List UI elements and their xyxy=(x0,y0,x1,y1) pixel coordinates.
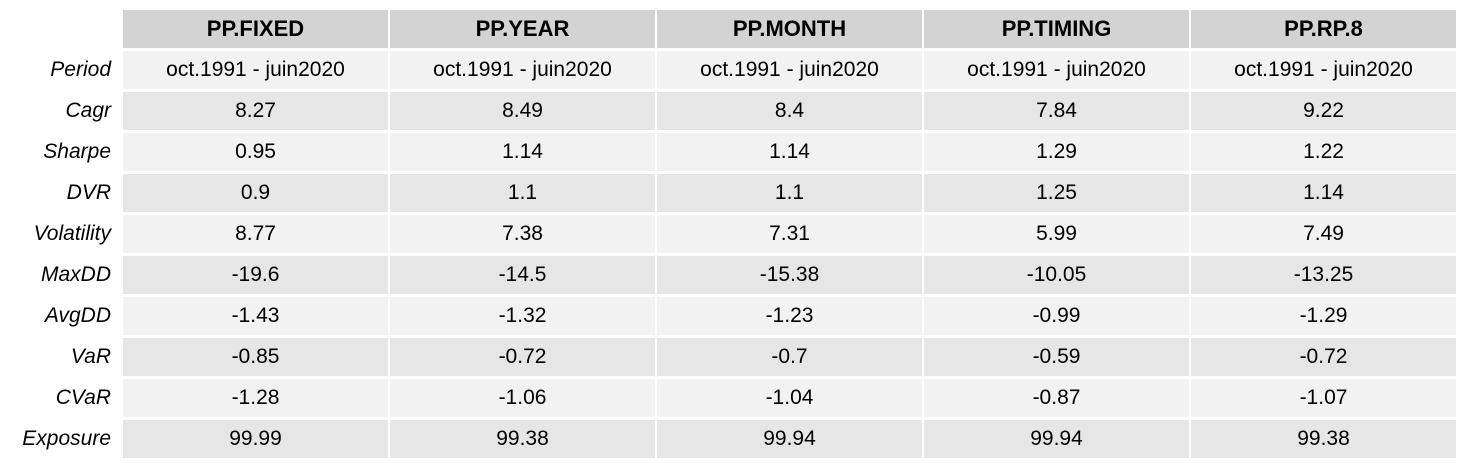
row-dvr: DVR 0.9 1.1 1.1 1.25 1.14 xyxy=(2,173,1456,214)
table-cell: 0.95 xyxy=(123,132,388,173)
table-cell: 99.94 xyxy=(657,419,922,460)
table-cell: 7.49 xyxy=(1191,214,1456,255)
row-label: DVR xyxy=(2,173,121,214)
table-cell: -0.72 xyxy=(1191,337,1456,378)
table-cell: 99.38 xyxy=(390,419,655,460)
row-cagr: Cagr 8.27 8.49 8.4 7.84 9.22 xyxy=(2,91,1456,132)
row-var: VaR -0.85 -0.72 -0.7 -0.59 -0.72 xyxy=(2,337,1456,378)
table-cell: oct.1991 - juin2020 xyxy=(924,50,1189,91)
table-cell: 1.14 xyxy=(390,132,655,173)
column-header-pp-rp-8: PP.RP.8 xyxy=(1191,10,1456,50)
row-label: Cagr xyxy=(2,91,121,132)
table-cell: oct.1991 - juin2020 xyxy=(1191,50,1456,91)
table-cell: 7.38 xyxy=(390,214,655,255)
table-cell: -0.7 xyxy=(657,337,922,378)
table-cell: 1.1 xyxy=(390,173,655,214)
performance-table: PP.FIXED PP.YEAR PP.MONTH PP.TIMING PP.R… xyxy=(0,10,1458,460)
table-cell: 8.27 xyxy=(123,91,388,132)
table-cell: -0.87 xyxy=(924,378,1189,419)
table-cell: 99.94 xyxy=(924,419,1189,460)
header-row: PP.FIXED PP.YEAR PP.MONTH PP.TIMING PP.R… xyxy=(2,10,1456,50)
table-cell: 1.25 xyxy=(924,173,1189,214)
table-cell: 0.9 xyxy=(123,173,388,214)
table-cell: oct.1991 - juin2020 xyxy=(123,50,388,91)
row-maxdd: MaxDD -19.6 -14.5 -15.38 -10.05 -13.25 xyxy=(2,255,1456,296)
column-header-pp-month: PP.MONTH xyxy=(657,10,922,50)
table-cell: -14.5 xyxy=(390,255,655,296)
table-cell: -0.72 xyxy=(390,337,655,378)
table-cell: oct.1991 - juin2020 xyxy=(390,50,655,91)
table-cell: -0.85 xyxy=(123,337,388,378)
row-label: Period xyxy=(2,50,121,91)
row-label: VaR xyxy=(2,337,121,378)
table-cell: -1.07 xyxy=(1191,378,1456,419)
table-cell: 8.49 xyxy=(390,91,655,132)
row-label: AvgDD xyxy=(2,296,121,337)
table-cell: -1.06 xyxy=(390,378,655,419)
table-cell: -1.04 xyxy=(657,378,922,419)
table-cell: 8.77 xyxy=(123,214,388,255)
table-cell: 99.99 xyxy=(123,419,388,460)
table-cell: -1.23 xyxy=(657,296,922,337)
table-cell: 7.84 xyxy=(924,91,1189,132)
table-cell: -1.28 xyxy=(123,378,388,419)
table-cell: -1.29 xyxy=(1191,296,1456,337)
row-label: Sharpe xyxy=(2,132,121,173)
table-cell: 1.14 xyxy=(657,132,922,173)
table-cell: 8.4 xyxy=(657,91,922,132)
table-cell: -19.6 xyxy=(123,255,388,296)
table-cell: -13.25 xyxy=(1191,255,1456,296)
row-exposure: Exposure 99.99 99.38 99.94 99.94 99.38 xyxy=(2,419,1456,460)
table-cell: 9.22 xyxy=(1191,91,1456,132)
column-header-pp-year: PP.YEAR xyxy=(390,10,655,50)
table-cell: 1.1 xyxy=(657,173,922,214)
row-cvar: CVaR -1.28 -1.06 -1.04 -0.87 -1.07 xyxy=(2,378,1456,419)
header-corner xyxy=(2,10,121,50)
table-cell: -1.43 xyxy=(123,296,388,337)
table-cell: oct.1991 - juin2020 xyxy=(657,50,922,91)
table-cell: -0.99 xyxy=(924,296,1189,337)
table-cell: -10.05 xyxy=(924,255,1189,296)
table-cell: 1.29 xyxy=(924,132,1189,173)
row-avgdd: AvgDD -1.43 -1.32 -1.23 -0.99 -1.29 xyxy=(2,296,1456,337)
row-label: Exposure xyxy=(2,419,121,460)
table-cell: -1.32 xyxy=(390,296,655,337)
table-cell: 1.14 xyxy=(1191,173,1456,214)
column-header-pp-fixed: PP.FIXED xyxy=(123,10,388,50)
row-sharpe: Sharpe 0.95 1.14 1.14 1.29 1.22 xyxy=(2,132,1456,173)
table-cell: 1.22 xyxy=(1191,132,1456,173)
row-label: CVaR xyxy=(2,378,121,419)
table-cell: 7.31 xyxy=(657,214,922,255)
row-label: Volatility xyxy=(2,214,121,255)
table-cell: 5.99 xyxy=(924,214,1189,255)
table-cell: 99.38 xyxy=(1191,419,1456,460)
table-cell: -15.38 xyxy=(657,255,922,296)
table-cell: -0.59 xyxy=(924,337,1189,378)
column-header-pp-timing: PP.TIMING xyxy=(924,10,1189,50)
row-period: Period oct.1991 - juin2020 oct.1991 - ju… xyxy=(2,50,1456,91)
row-label: MaxDD xyxy=(2,255,121,296)
row-volatility: Volatility 8.77 7.38 7.31 5.99 7.49 xyxy=(2,214,1456,255)
